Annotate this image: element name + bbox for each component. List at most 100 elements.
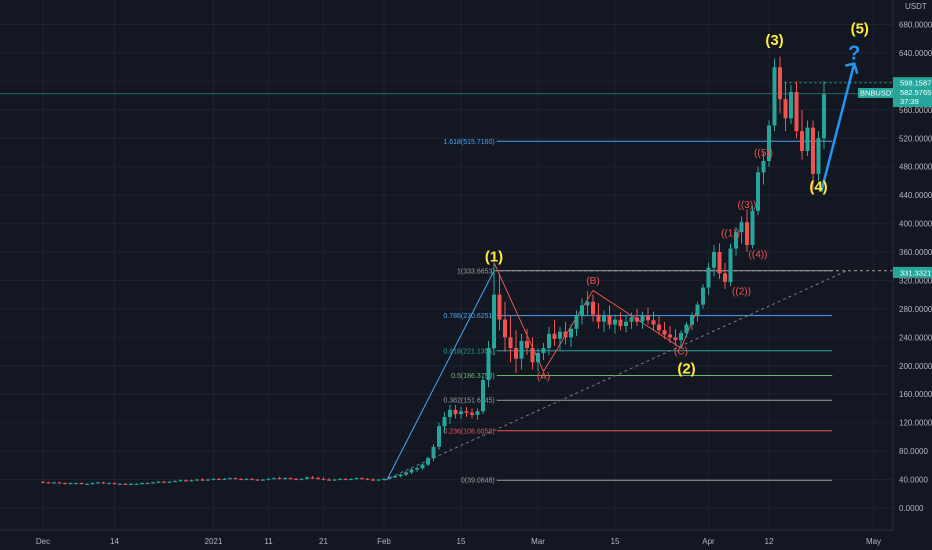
candle-body bbox=[321, 478, 326, 480]
candle-body bbox=[563, 331, 568, 338]
candle-body bbox=[596, 314, 601, 322]
candle-body bbox=[277, 478, 282, 480]
candle-body bbox=[767, 125, 771, 162]
candle-body bbox=[354, 478, 359, 480]
candle-body bbox=[68, 483, 73, 485]
fib-level-label: 0.786(270.6251) bbox=[443, 313, 494, 320]
price-tick: 320.0000 bbox=[899, 276, 932, 285]
candle-body bbox=[442, 416, 447, 427]
candle-body bbox=[481, 380, 485, 412]
candle-body bbox=[360, 478, 364, 480]
candle-body bbox=[800, 131, 804, 152]
time-tick: 11 bbox=[264, 537, 273, 546]
candle-body bbox=[437, 426, 441, 447]
candle-body bbox=[217, 478, 221, 480]
candle-body bbox=[811, 127, 815, 174]
candle-body bbox=[712, 252, 716, 268]
price-tick: 520.0000 bbox=[899, 134, 932, 143]
wave-label: (2) bbox=[677, 361, 695, 378]
candle-body bbox=[739, 222, 744, 233]
candle-body bbox=[167, 481, 172, 483]
time-tick: 14 bbox=[110, 537, 119, 546]
candle-body bbox=[426, 458, 430, 465]
candle-body bbox=[200, 479, 205, 481]
candle-body bbox=[310, 477, 315, 479]
wave-label: ((3)) bbox=[738, 200, 757, 211]
price-marker-label: 331.3321 bbox=[900, 268, 931, 277]
time-axis[interactable]: Dec1420211121Feb15Mar15Apr12May17 bbox=[36, 537, 932, 546]
candle-body bbox=[508, 337, 513, 349]
candle-body bbox=[57, 482, 62, 484]
candle-body bbox=[184, 480, 188, 482]
candle-body bbox=[723, 273, 727, 282]
fibonacci-retracement[interactable]: 1.618(515.7160) 1(333.6653) 0.786(270.6251… bbox=[386, 139, 833, 485]
candle-body bbox=[261, 479, 265, 481]
candle-body bbox=[459, 411, 463, 415]
wave-label: (5) bbox=[851, 21, 869, 38]
candle-body bbox=[756, 172, 760, 211]
candle-body bbox=[371, 479, 375, 481]
candle-body bbox=[134, 483, 139, 485]
candle-body bbox=[503, 319, 507, 338]
dashed-trend-line bbox=[383, 270, 847, 481]
candle-body bbox=[272, 478, 276, 480]
candle-body bbox=[635, 317, 639, 322]
last-price-badge-bg bbox=[893, 87, 932, 107]
wave-label: (A) bbox=[537, 371, 550, 382]
candle-body bbox=[404, 472, 408, 475]
price-tick: 480.0000 bbox=[899, 163, 932, 172]
candle-body bbox=[250, 478, 254, 480]
candle-body bbox=[74, 483, 78, 485]
price-tick: 680.0000 bbox=[899, 21, 932, 30]
candle-body bbox=[464, 411, 469, 413]
candle-body bbox=[398, 474, 403, 477]
candle-body bbox=[233, 478, 238, 480]
candle-body bbox=[129, 483, 133, 485]
candle-body bbox=[690, 316, 694, 325]
candle-body bbox=[470, 412, 474, 415]
candle-body bbox=[112, 483, 117, 485]
candle-body bbox=[794, 92, 799, 132]
price-marker-bg bbox=[893, 77, 932, 89]
time-tick: 21 bbox=[319, 537, 328, 546]
candle-body bbox=[294, 478, 298, 480]
candle-body bbox=[646, 316, 650, 321]
candle-body bbox=[728, 248, 733, 282]
candle-body bbox=[162, 481, 166, 483]
candle-body bbox=[772, 67, 777, 126]
wave-label: ((5)) bbox=[754, 148, 773, 159]
candle-body bbox=[585, 301, 590, 306]
price-tick: 400.0000 bbox=[899, 220, 932, 229]
candle-body bbox=[393, 476, 397, 478]
candle-body bbox=[118, 483, 122, 485]
price-tick: 560.0000 bbox=[899, 106, 932, 115]
candle-body bbox=[189, 480, 194, 482]
candle-body bbox=[651, 320, 656, 325]
candle-body bbox=[668, 334, 672, 338]
candle-body bbox=[591, 301, 595, 315]
candle-body bbox=[640, 316, 645, 322]
candle-body bbox=[178, 480, 183, 482]
projection-arrow bbox=[820, 63, 856, 192]
candle-body bbox=[52, 482, 56, 484]
candle-body bbox=[151, 482, 155, 484]
price-tick: 360.0000 bbox=[899, 248, 932, 257]
price-marker-bg bbox=[893, 266, 932, 278]
candle-body bbox=[255, 479, 260, 481]
wave-label: (B) bbox=[586, 276, 599, 287]
time-tick: 2021 bbox=[205, 537, 223, 546]
candle-body bbox=[679, 333, 683, 341]
fib-trend-line bbox=[386, 270, 495, 481]
price-markers: 598.1587 331.3321 bbox=[893, 77, 932, 278]
candle-body bbox=[85, 483, 89, 485]
candle-body bbox=[541, 348, 546, 353]
candle-body bbox=[607, 316, 612, 325]
candle-body bbox=[343, 478, 348, 480]
fib-level-label: 0.382(151.6145) bbox=[443, 398, 494, 405]
candle-body bbox=[409, 469, 414, 473]
candle-body bbox=[745, 222, 749, 245]
candle-body bbox=[514, 348, 518, 359]
question-mark: ? bbox=[848, 43, 860, 65]
price-tick: 120.0000 bbox=[899, 419, 932, 428]
